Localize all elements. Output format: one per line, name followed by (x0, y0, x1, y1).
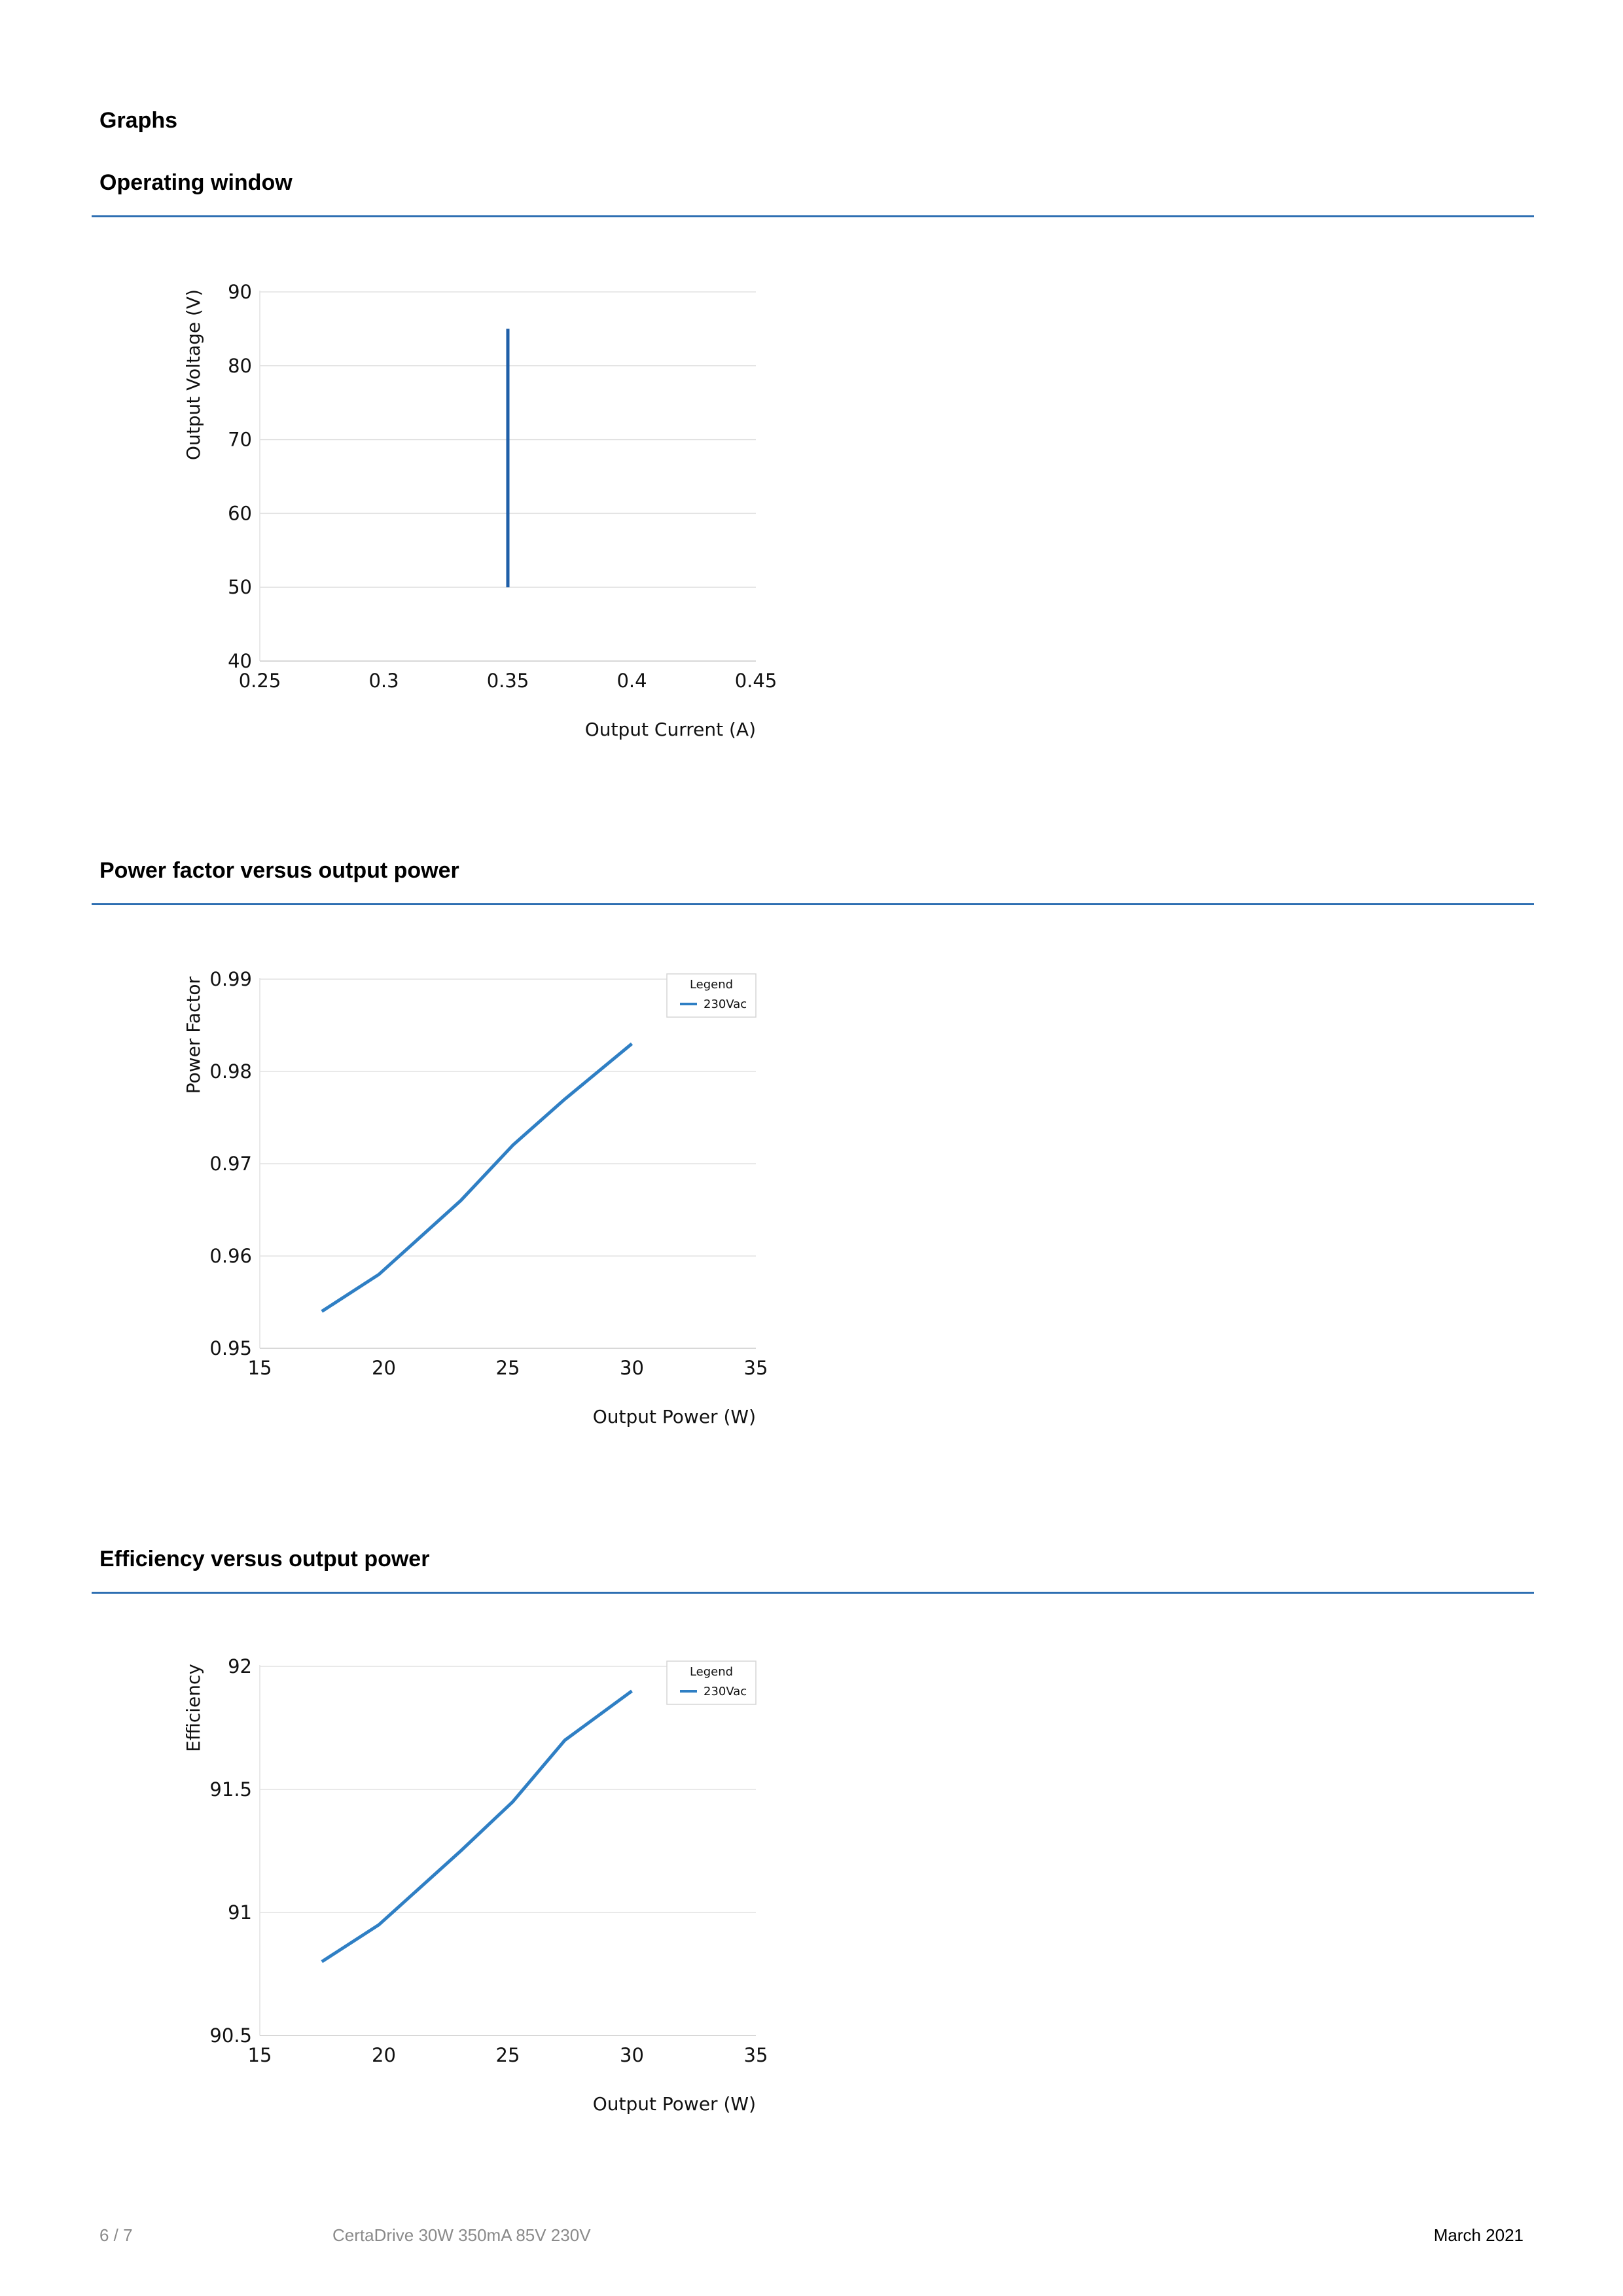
x-tick-label: 25 (496, 2044, 520, 2066)
y-tick-label: 80 (228, 355, 252, 377)
legend-title: Legend (690, 1665, 733, 1679)
legend-entry-label: 230Vac (704, 997, 747, 1011)
x-tick-label: 15 (248, 2044, 272, 2066)
x-tick-label: 15 (248, 1357, 272, 1379)
y-tick-label: 91 (228, 1901, 252, 1924)
y-tick-label: 0.97 (209, 1153, 252, 1175)
y-tick-label: 40 (228, 650, 252, 672)
x-tick-label: 0.45 (735, 670, 777, 692)
x-tick-label: 0.25 (239, 670, 281, 692)
y-tick-label: 0.95 (209, 1337, 252, 1359)
x-tick-label: 0.4 (616, 670, 647, 692)
section-title-operating-window: Operating window (99, 170, 293, 195)
section-divider (92, 903, 1534, 905)
y-tick-label: 50 (228, 576, 252, 598)
legend-box (666, 1660, 757, 1705)
y-tick-label: 60 (228, 502, 252, 524)
y-axis-title: Power Factor (183, 977, 204, 1094)
operating-window-chart: 40 50 60 70 80 90 0.25 0.3 0.35 0.4 0.45 Output Cur… (183, 281, 777, 740)
y-tick-label: 91.5 (209, 1778, 252, 1801)
x-axis-title: Output Power (W) (593, 2093, 756, 2115)
x-tick-label: 25 (496, 1357, 520, 1379)
y-tick-label: 0.96 (209, 1245, 252, 1267)
x-tick-label: 0.35 (487, 670, 529, 692)
legend-title: Legend (690, 978, 733, 992)
x-tick-label: 20 (372, 2044, 396, 2066)
section-divider (92, 215, 1534, 217)
efficiency-chart: 90.5 91 91.5 92 15 20 25 30 35 Output Power (W) Ef… (183, 1655, 768, 2115)
x-axis-title: Output Power (W) (593, 1406, 756, 1427)
x-tick-label: 30 (620, 2044, 644, 2066)
page-heading: Graphs (99, 108, 178, 133)
footer-date: March 2021 (1433, 2225, 1524, 2245)
legend-box (666, 973, 757, 1018)
y-tick-label: 0.99 (209, 968, 252, 990)
section-title-efficiency: Efficiency versus output power (99, 1547, 430, 1571)
series-line (321, 1042, 633, 1313)
x-tick-label: 35 (744, 2044, 768, 2066)
section-title-power-factor: Power factor versus output power (99, 858, 459, 883)
x-tick-label: 0.3 (368, 670, 399, 692)
x-tick-label: 35 (744, 1357, 768, 1379)
footer-page-number: 6 / 7 (99, 2225, 133, 2245)
y-axis-title: Efficiency (183, 1664, 204, 1752)
y-tick-label: 92 (228, 1655, 252, 1677)
y-axis-title: Output Voltage (V) (183, 289, 204, 460)
x-tick-label: 20 (372, 1357, 396, 1379)
y-tick-label: 70 (228, 429, 252, 451)
y-tick-label: 90 (228, 281, 252, 303)
y-tick-label: 0.98 (209, 1060, 252, 1083)
power-factor-chart: 0.95 0.96 0.97 0.98 0.99 15 20 25 30 35 Output Pow… (183, 968, 768, 1427)
section-divider (92, 1592, 1534, 1594)
legend-entry-label: 230Vac (704, 1685, 747, 1698)
x-tick-label: 30 (620, 1357, 644, 1379)
y-tick-label: 90.5 (209, 2024, 252, 2047)
x-axis-title: Output Current (A) (585, 719, 756, 740)
series-line (321, 1689, 633, 1964)
footer-product-name: CertaDrive 30W 350mA 85V 230V (332, 2225, 591, 2245)
